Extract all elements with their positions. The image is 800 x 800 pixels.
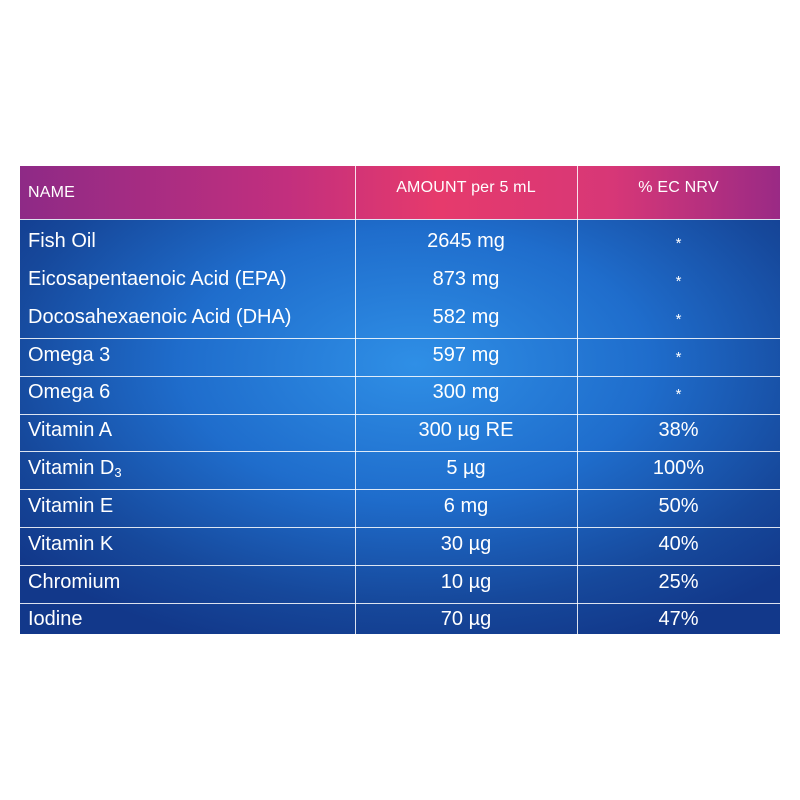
row-nrv: 47% [658,608,699,630]
header-nrv: % EC NRV [638,179,719,196]
row-amount: 2645 mg [427,230,505,252]
row-name: Omega 6 [28,381,111,403]
row-nrv: 40% [658,533,699,555]
row-divider [20,527,780,528]
column-divider [577,166,578,634]
row-name: Fish Oil [28,230,96,252]
row-nrv: * [675,386,682,403]
row-amount: 70 µg [440,608,492,630]
row-divider [20,414,780,415]
row-name: Iodine [28,608,83,630]
row-nrv: * [675,311,682,328]
row-name: Docosahexaenoic Acid (DHA) [28,306,292,328]
table-header-row [20,166,780,219]
row-nrv: * [675,235,682,252]
row-name: Chromium [28,571,121,593]
row-divider [20,376,780,377]
row-name-subscript: 3 [114,465,122,480]
row-name: Vitamin D3 [28,456,122,485]
column-divider [355,166,356,634]
row-divider [20,451,780,452]
row-name: Vitamin A [28,419,113,441]
row-amount: 5 µg [446,457,486,479]
row-divider [20,219,780,220]
row-divider [20,565,780,566]
table-body [20,219,780,634]
row-name: Vitamin E [28,495,114,517]
row-name: Omega 3 [28,344,111,366]
row-amount: 10 µg [440,571,492,593]
row-nrv: 50% [658,495,699,517]
header-amount: AMOUNT per 5 mL [396,179,536,196]
row-name-text: Vitamin D [28,457,115,479]
row-divider [20,338,780,339]
row-amount: 6 mg [443,495,489,517]
row-amount: 873 mg [432,268,500,290]
row-amount: 300 mg [432,381,500,403]
nutrition-table: NAME AMOUNT per 5 mL % EC NRV Fish Oil 2… [20,166,780,634]
row-amount: 582 mg [432,306,500,328]
row-nrv: 100% [652,457,705,479]
row-nrv: 25% [658,571,699,593]
row-amount: 30 µg [440,533,492,555]
row-nrv: 38% [658,419,699,441]
row-amount: 597 mg [432,344,500,366]
row-divider [20,489,780,490]
row-divider [20,603,780,604]
header-name: NAME [28,184,76,201]
row-nrv: * [675,273,682,290]
row-nrv: * [675,349,682,366]
row-amount: 300 µg RE [418,419,514,441]
row-name: Eicosapentaenoic Acid (EPA) [28,268,287,290]
row-name: Vitamin K [28,533,114,555]
